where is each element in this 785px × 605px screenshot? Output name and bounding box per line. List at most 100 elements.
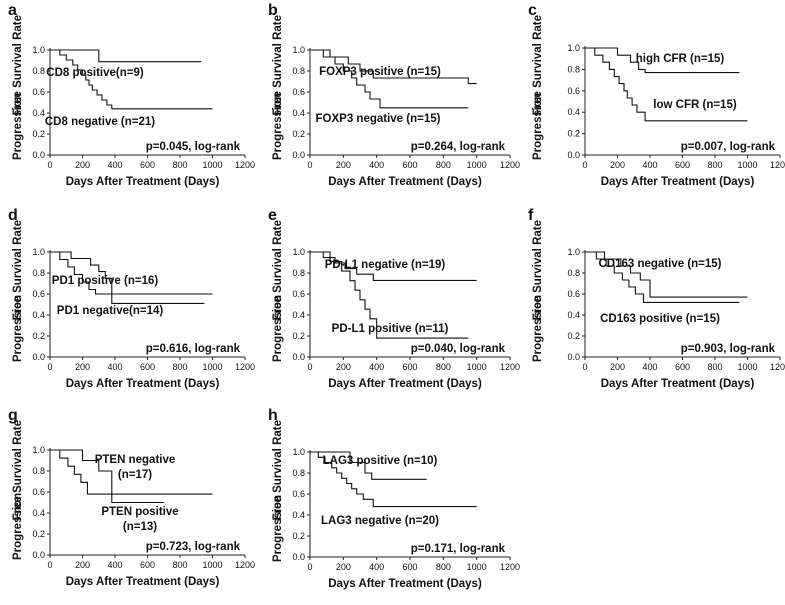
p-value-label: p=0.616, log-rank — [146, 343, 241, 355]
x-tick-label: 1000 — [737, 160, 757, 170]
y-tick-label: 1.0 — [32, 445, 45, 455]
y-tick-label: 0.0 — [292, 150, 305, 160]
x-tick-label: 0 — [582, 362, 587, 372]
y-tick-label: 0.2 — [32, 529, 45, 539]
x-tick-label: 0 — [307, 562, 312, 572]
x-tick-label: 600 — [402, 562, 417, 572]
x-tick-label: 1200 — [770, 160, 785, 170]
series-label: PD-L1 positive (n=11) — [332, 323, 449, 335]
x-tick-label: 200 — [610, 362, 625, 372]
y-tick-label: 0.2 — [567, 129, 580, 139]
x-tick-label: 400 — [642, 160, 657, 170]
y-axis-label-top: Free Survival Rate — [532, 15, 544, 115]
series-label: PTEN positive (n=13) — [101, 506, 178, 533]
y-tick-label: 1.0 — [292, 45, 305, 55]
x-tick-label: 1200 — [500, 160, 520, 170]
x-axis-label: Days After Treatment (Days) — [328, 176, 482, 188]
y-tick-label: 0.4 — [292, 108, 305, 118]
survival-curve-2 — [585, 47, 748, 122]
survival-curve-1 — [310, 49, 477, 85]
survival-curve-1 — [585, 47, 740, 74]
y-tick-label: 0.8 — [32, 268, 45, 278]
x-tick-label: 1000 — [202, 362, 222, 372]
x-tick-label: 200 — [75, 560, 90, 570]
y-axis-label-top: Free Survival Rate — [272, 220, 284, 320]
y-axis-label-bottom: Progression — [12, 93, 24, 160]
x-tick-label: 1200 — [235, 160, 255, 170]
y-tick-label: 0.6 — [292, 489, 305, 499]
y-tick-label: 1.0 — [32, 45, 45, 55]
y-tick-label: 0.4 — [32, 508, 45, 518]
x-tick-label: 200 — [75, 160, 90, 170]
y-tick-label: 0.0 — [32, 150, 45, 160]
p-value-label: p=0.007, log-rank — [681, 141, 776, 153]
x-tick-label: 600 — [140, 160, 155, 170]
series-label: CD163 positive (n=15) — [600, 313, 720, 325]
y-tick-label: 0.0 — [32, 352, 45, 362]
x-tick-label: 1200 — [235, 362, 255, 372]
y-tick-label: 0.4 — [567, 107, 580, 117]
y-tick-label: 0.2 — [292, 331, 305, 341]
series-label: FOXP3 positive (n=15) — [319, 66, 441, 78]
y-tick-label: 0.0 — [567, 352, 580, 362]
x-axis-label: Days After Treatment (Days) — [66, 576, 220, 588]
x-tick-label: 200 — [610, 160, 625, 170]
y-axis-label-top: Free Survival Rate — [272, 420, 284, 520]
x-axis-label: Days After Treatment (Days) — [328, 378, 482, 390]
y-tick-label: 0.6 — [32, 289, 45, 299]
survival-curve-1 — [50, 449, 213, 495]
y-tick-label: 0.4 — [32, 108, 45, 118]
p-value-label: p=0.171, log-rank — [411, 543, 506, 555]
y-tick-label: 1.0 — [567, 43, 580, 53]
x-axis-label: Days After Treatment (Days) — [328, 578, 482, 590]
survival-curve-2 — [310, 451, 477, 508]
y-tick-label: 0.8 — [292, 66, 305, 76]
y-tick-label: 0.6 — [292, 289, 305, 299]
y-tick-label: 0.6 — [567, 289, 580, 299]
x-axis-label: Days After Treatment (Days) — [66, 378, 220, 390]
y-axis-label-bottom: Progression — [532, 93, 544, 160]
y-tick-label: 0.6 — [32, 87, 45, 97]
x-tick-label: 600 — [402, 362, 417, 372]
y-tick-label: 0.4 — [292, 510, 305, 520]
y-tick-label: 0.0 — [292, 552, 305, 562]
x-tick-label: 800 — [172, 362, 187, 372]
panel-letter: a — [8, 2, 17, 19]
y-tick-label: 1.0 — [292, 247, 305, 257]
x-axis-label: Days After Treatment (Days) — [66, 176, 220, 188]
y-axis-label-top: Free Survival Rate — [272, 15, 284, 115]
survival-curve-2 — [310, 251, 469, 339]
x-tick-label: 200 — [75, 362, 90, 372]
y-axis-label-bottom: Progression — [12, 295, 24, 362]
x-tick-label: 0 — [47, 560, 52, 570]
survival-curve-2 — [50, 449, 164, 504]
x-tick-label: 800 — [172, 560, 187, 570]
series-label: LAG3 positive (n=10) — [323, 455, 438, 467]
survival-curve-1 — [310, 251, 477, 281]
y-tick-label: 0.4 — [567, 310, 580, 320]
survival-curve-2 — [585, 251, 740, 303]
series-label: FOXP3 negative (n=15) — [316, 113, 441, 125]
y-tick-label: 0.2 — [292, 531, 305, 541]
y-tick-label: 1.0 — [32, 247, 45, 257]
x-tick-label: 400 — [369, 160, 384, 170]
y-axis-label-bottom: Progression — [12, 493, 24, 560]
y-axis-label-bottom: Progression — [272, 93, 284, 160]
series-label: CD8 positive(n=9) — [46, 67, 144, 79]
x-tick-label: 400 — [642, 362, 657, 372]
x-tick-label: 0 — [582, 160, 587, 170]
p-value-label: p=0.040, log-rank — [411, 343, 506, 355]
x-tick-label: 800 — [707, 362, 722, 372]
x-tick-label: 600 — [140, 560, 155, 570]
y-axis-label-bottom: Progression — [272, 495, 284, 562]
y-tick-label: 0.8 — [292, 268, 305, 278]
series-label: LAG3 negative (n=20) — [321, 515, 439, 527]
y-tick-label: 0.4 — [32, 310, 45, 320]
x-tick-label: 1000 — [467, 562, 487, 572]
x-tick-label: 0 — [307, 160, 312, 170]
panel-letter: e — [268, 207, 277, 224]
